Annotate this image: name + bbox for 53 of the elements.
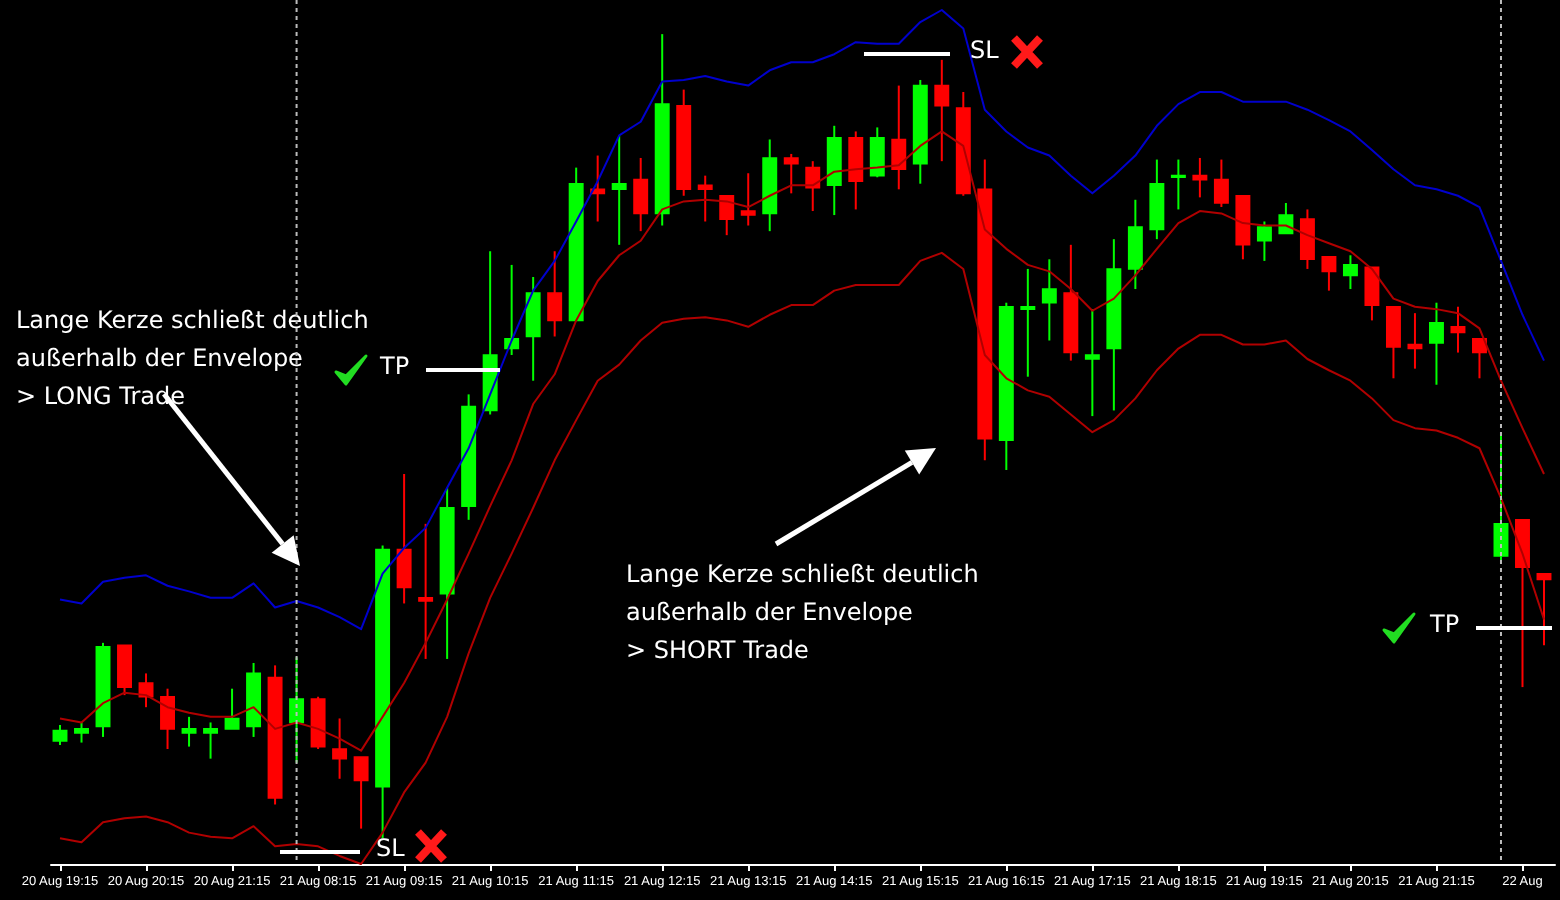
candlestick bbox=[1385, 305, 1401, 380]
annotation: TP bbox=[378, 352, 410, 380]
candlestick bbox=[396, 472, 412, 605]
candlestick bbox=[181, 715, 197, 748]
candlestick bbox=[1278, 201, 1294, 235]
annotation: SL bbox=[376, 834, 406, 862]
candlestick bbox=[1472, 337, 1487, 380]
candlestick bbox=[1321, 255, 1337, 292]
annotation: Lange Kerze schließt deutlich außerhalb der Envelope > SHORT Trade bbox=[626, 560, 979, 664]
candlestick bbox=[1213, 158, 1229, 209]
candlestick bbox=[1127, 198, 1143, 291]
annotation: TP bbox=[1428, 610, 1460, 638]
candlestick bbox=[160, 687, 175, 751]
candlestick bbox=[1170, 158, 1186, 211]
candlestick bbox=[332, 717, 348, 780]
annotation: Lange Kerze schließt deutlich außerhalb der Envelope > LONG Trade bbox=[16, 306, 369, 410]
candlestick bbox=[224, 687, 240, 730]
candlestick bbox=[74, 721, 89, 744]
candlestick bbox=[1192, 156, 1208, 199]
candlestick bbox=[1364, 266, 1380, 322]
candlestick bbox=[418, 522, 434, 660]
candlestick bbox=[697, 174, 713, 223]
candlestick bbox=[1084, 308, 1100, 418]
candlestick bbox=[1515, 518, 1530, 689]
candlestick bbox=[826, 124, 842, 217]
candlestick bbox=[869, 126, 885, 179]
candlestick bbox=[1149, 158, 1165, 241]
candlestick bbox=[1041, 258, 1057, 342]
candlestick bbox=[934, 58, 950, 163]
candlestick bbox=[203, 721, 219, 760]
candlestick bbox=[353, 756, 369, 830]
candlestick bbox=[891, 84, 907, 191]
candlestick bbox=[783, 152, 799, 195]
candlestick bbox=[1407, 312, 1423, 370]
candlestick bbox=[719, 194, 735, 237]
candlestick bbox=[848, 130, 864, 211]
candlestick bbox=[633, 156, 649, 233]
candlestick bbox=[1256, 220, 1272, 262]
candlestick bbox=[117, 644, 132, 697]
candlestick bbox=[525, 275, 541, 382]
candlestick bbox=[1020, 267, 1036, 378]
candlestick bbox=[547, 250, 563, 338]
candlestick bbox=[805, 160, 821, 213]
candlestick bbox=[1299, 208, 1315, 270]
candlestick bbox=[1342, 254, 1358, 291]
candlestick bbox=[1536, 572, 1552, 647]
candlestick bbox=[310, 695, 326, 751]
candlestick bbox=[1429, 301, 1444, 386]
annotation: SL bbox=[970, 36, 1000, 64]
candlestick bbox=[52, 723, 68, 746]
candlestick bbox=[611, 134, 627, 246]
candlestick bbox=[740, 172, 756, 227]
candlestick bbox=[1450, 305, 1466, 354]
